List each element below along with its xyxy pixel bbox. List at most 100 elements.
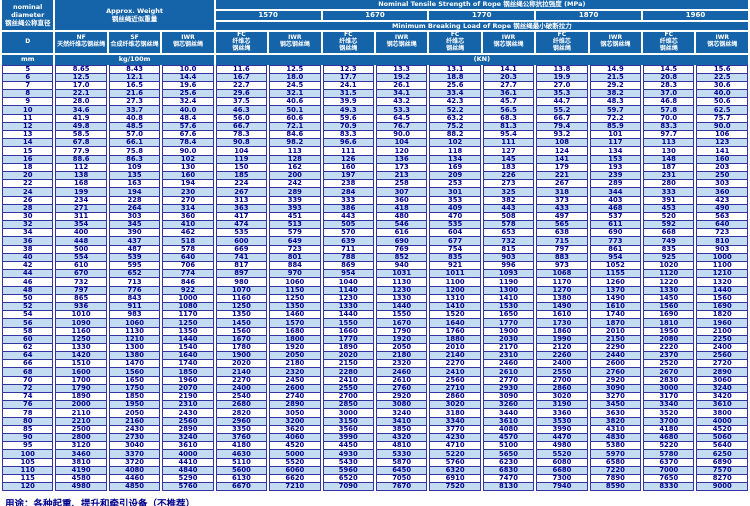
value-cell: 16.7 bbox=[215, 72, 268, 81]
value-cell: 97.7 bbox=[643, 130, 695, 139]
value-cell: 1700 bbox=[55, 375, 107, 384]
table-row: 60 1250 1210 1440 1670 1800 1770 1920 1880 2030 19… bbox=[2, 334, 748, 343]
value-cell: 715 bbox=[536, 236, 588, 245]
value-cell: 57.0 bbox=[108, 130, 161, 139]
value-cell: 393 bbox=[269, 203, 321, 212]
value-cell: 62.5 bbox=[696, 105, 748, 114]
value-cell: 417 bbox=[215, 211, 268, 221]
value-cell: 239 bbox=[589, 170, 642, 180]
value-cell: 3150 bbox=[322, 416, 374, 425]
value-cell: 1350 bbox=[269, 301, 321, 311]
value-cell: 3610 bbox=[696, 400, 748, 409]
header-1770-fc: FC 纤维芯钢丝绳 bbox=[429, 31, 481, 55]
value-cell: 162 bbox=[269, 162, 321, 171]
header-iwr-zh: 钢芯钢丝绳 bbox=[386, 41, 417, 49]
table-row: 14 67.8 66.1 78.4 90.8 98.2 96.6 104 102 111 108 11… bbox=[2, 138, 748, 147]
value-cell: 2670 bbox=[643, 367, 695, 376]
table-row: 54 1010 983 1170 1350 1460 1440 1550 1520 1650 161… bbox=[2, 310, 748, 319]
value-cell: 8.65 bbox=[55, 64, 107, 73]
header-tensile-strength-zh: 钢丝绳公称抗拉强度 bbox=[503, 0, 562, 9]
value-cell: 141 bbox=[696, 146, 748, 155]
value-cell: 3060 bbox=[696, 375, 748, 384]
value-cell: 903 bbox=[696, 244, 748, 253]
value-cell: 2860 bbox=[429, 392, 481, 401]
value-cell: 4320 bbox=[375, 432, 428, 442]
value-cell: 4580 bbox=[55, 473, 107, 483]
value-cell: 4830 bbox=[589, 432, 642, 442]
value-cell: 732 bbox=[482, 236, 535, 245]
value-cell: 264 bbox=[108, 203, 161, 212]
value-cell: 5600 bbox=[215, 465, 268, 474]
value-cell: 5760 bbox=[162, 482, 214, 491]
value-cell: 535 bbox=[215, 228, 268, 237]
value-cell: 1350 bbox=[162, 326, 214, 335]
value-cell: 75.8 bbox=[108, 146, 161, 155]
header-1960-iwr: IWR 钢芯钢丝绳 bbox=[696, 31, 748, 55]
value-cell: 6080 bbox=[536, 457, 588, 466]
diameter-cell: 13 bbox=[2, 130, 54, 139]
value-cell: 83.3 bbox=[643, 121, 695, 131]
value-cell: 242 bbox=[269, 179, 321, 188]
value-cell: 1610 bbox=[589, 301, 642, 311]
value-cell: 12.3 bbox=[322, 64, 374, 73]
value-cell: 59.7 bbox=[589, 105, 642, 114]
value-cell: 3190 bbox=[536, 400, 588, 409]
value-cell: 120 bbox=[375, 146, 428, 155]
value-cell: 6680 bbox=[536, 465, 588, 474]
value-cell: 2180 bbox=[375, 351, 428, 360]
value-cell: 2430 bbox=[162, 408, 214, 417]
value-cell: 2760 bbox=[375, 383, 428, 393]
header-nominal-diameter: nominal diameter 钢丝绳公称直径 bbox=[2, 0, 54, 32]
value-cell: 1450 bbox=[643, 293, 695, 302]
value-cell: 29.2 bbox=[589, 80, 642, 90]
value-cell: 815 bbox=[482, 244, 535, 253]
value-cell: 3050 bbox=[269, 408, 321, 417]
diameter-cell: 12 bbox=[2, 121, 54, 131]
header-grade-1870: 1870 bbox=[536, 11, 642, 22]
header-iwr-zh: 钢芯钢丝绳 bbox=[279, 41, 310, 49]
table-row: 48 797 776 922 1070 1150 1140 1230 1200 1300 1270 1… bbox=[2, 285, 748, 294]
value-cell: 903 bbox=[482, 252, 535, 262]
value-cell: 578 bbox=[482, 220, 535, 229]
value-cell: 3260 bbox=[482, 400, 535, 409]
value-cell: 130 bbox=[162, 162, 214, 171]
header-nominal-diameter-zh: 钢丝绳公称直径 bbox=[4, 19, 51, 27]
value-cell: 1420 bbox=[55, 351, 107, 360]
value-cell: 2520 bbox=[643, 359, 695, 368]
value-cell: 640 bbox=[162, 252, 214, 262]
value-cell: 1760 bbox=[429, 326, 481, 335]
value-cell: 111 bbox=[322, 146, 374, 155]
value-cell: 79.4 bbox=[536, 121, 588, 131]
table-row: 80 2210 2160 2560 2960 3200 3150 3410 3340 3610 35… bbox=[2, 416, 748, 425]
value-cell: 2600 bbox=[589, 359, 642, 368]
value-cell: 1540 bbox=[162, 342, 214, 352]
value-cell: 1440 bbox=[322, 310, 374, 319]
value-cell: 1570 bbox=[269, 318, 321, 327]
value-cell: 5640 bbox=[696, 441, 748, 450]
value-cell: 3990 bbox=[322, 432, 374, 442]
value-cell: 1860 bbox=[536, 326, 588, 335]
value-cell: 3180 bbox=[429, 408, 481, 417]
value-cell: 104 bbox=[375, 138, 428, 147]
value-cell: 1890 bbox=[322, 342, 374, 352]
header-1770-iwr: IWR 钢芯钢丝绳 bbox=[482, 31, 535, 55]
diameter-cell: 110 bbox=[2, 465, 54, 474]
value-cell: 1550 bbox=[322, 318, 374, 327]
value-cell: 325 bbox=[482, 187, 535, 196]
value-cell: 267 bbox=[536, 179, 588, 188]
value-cell: 72.2 bbox=[589, 113, 642, 122]
value-cell: 5330 bbox=[375, 449, 428, 458]
table-row: 120 4980 4850 5760 6670 7210 7090 7670 7520 8130 7… bbox=[2, 482, 748, 491]
value-cell: 12.5 bbox=[55, 72, 107, 81]
value-cell: 76.7 bbox=[375, 121, 428, 131]
header-1670-iwr: IWR 钢芯钢丝绳 bbox=[375, 31, 428, 55]
value-cell: 443 bbox=[482, 203, 535, 212]
value-cell: 3000 bbox=[643, 383, 695, 393]
value-cell: 1380 bbox=[108, 351, 161, 360]
value-cell: 1190 bbox=[482, 277, 535, 286]
value-cell: 3240 bbox=[696, 383, 748, 393]
value-cell: 363 bbox=[215, 203, 268, 212]
table-row: 72 1790 1750 2070 2400 2600 2550 2760 2710 2930 28… bbox=[2, 383, 748, 393]
value-cell: 2260 bbox=[536, 351, 588, 360]
value-cell: 1920 bbox=[269, 342, 321, 352]
